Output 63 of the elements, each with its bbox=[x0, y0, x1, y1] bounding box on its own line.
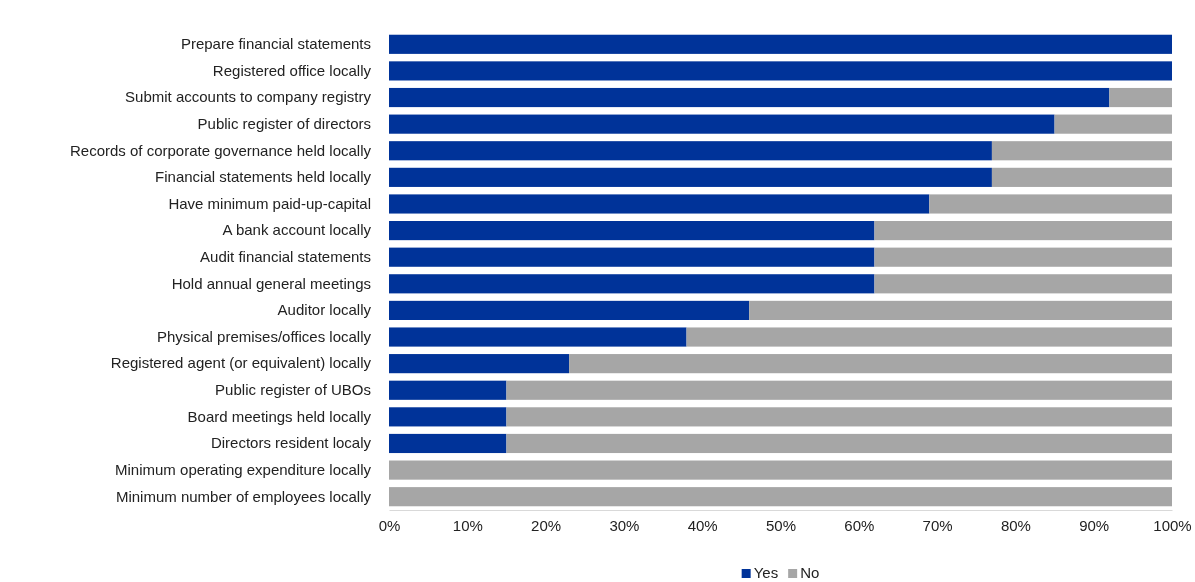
x-tick-label: 10% bbox=[452, 516, 483, 534]
y-tick-label: A bank account locally bbox=[222, 221, 372, 239]
bar bbox=[686, 327, 1172, 347]
y-tick-label: Public register of UBOs bbox=[215, 381, 371, 399]
y-tick-label: Have minimum paid-up-capital bbox=[168, 194, 371, 212]
bar bbox=[389, 114, 1055, 134]
bar bbox=[569, 354, 1172, 374]
bar bbox=[389, 300, 750, 320]
bar bbox=[1054, 114, 1172, 134]
y-tick-label: Directors resident localy bbox=[210, 434, 372, 452]
bar bbox=[389, 274, 875, 294]
y-tick-label: Hold annual general meetings bbox=[171, 274, 371, 292]
bar bbox=[389, 407, 507, 427]
x-tick-label: 20% bbox=[531, 516, 562, 534]
bar bbox=[389, 167, 992, 187]
x-tick-label: 80% bbox=[1000, 516, 1031, 534]
x-tick-label: 90% bbox=[1079, 516, 1110, 534]
y-tick-label: Submit accounts to company registry bbox=[125, 88, 372, 106]
bar bbox=[991, 141, 1172, 161]
bar bbox=[506, 407, 1172, 427]
y-tick-label: Registered office locally bbox=[212, 61, 372, 79]
y-tick-label: Physical premises/offices locally bbox=[157, 327, 372, 345]
x-tick-label: 70% bbox=[922, 516, 953, 534]
bar bbox=[389, 61, 1172, 81]
bar bbox=[389, 194, 930, 214]
legend-label: No bbox=[800, 564, 820, 581]
bar bbox=[874, 274, 1172, 294]
x-tick-label: 30% bbox=[609, 516, 640, 534]
bar bbox=[991, 167, 1172, 187]
y-tick-label: Financial statements held locally bbox=[155, 168, 372, 186]
y-tick-label: Prepare financial statements bbox=[180, 35, 371, 53]
bar bbox=[389, 433, 507, 454]
bar bbox=[1109, 87, 1172, 108]
bar bbox=[389, 487, 1172, 507]
bar bbox=[389, 327, 687, 347]
bar bbox=[389, 460, 1172, 480]
bar bbox=[389, 247, 875, 267]
y-tick-label: Minimum number of employees locally bbox=[115, 487, 372, 505]
x-tick-label: 60% bbox=[844, 516, 875, 534]
x-tick-label: 100% bbox=[1153, 516, 1192, 534]
bar bbox=[874, 247, 1172, 267]
bar bbox=[389, 354, 570, 374]
x-tick-label: 40% bbox=[687, 516, 718, 534]
bar bbox=[749, 300, 1172, 320]
y-tick-label: Board meetings held locally bbox=[187, 407, 372, 425]
bar bbox=[874, 221, 1172, 241]
bar bbox=[506, 380, 1172, 400]
y-tick-label: Auditor locally bbox=[277, 301, 372, 319]
x-tick-label: 0% bbox=[378, 516, 401, 534]
y-tick-label: Minimum operating expenditure locally bbox=[115, 460, 372, 478]
y-tick-label: Records of corporate governance held locally bbox=[69, 141, 372, 159]
bar bbox=[389, 380, 507, 400]
bar bbox=[389, 141, 992, 161]
bar bbox=[389, 221, 875, 241]
y-tick-label: Public register of directors bbox=[197, 114, 371, 132]
bar bbox=[389, 34, 1172, 54]
bar bbox=[506, 433, 1172, 454]
bar bbox=[929, 194, 1172, 214]
y-tick-label: Registered agent (or equivalent) locally bbox=[110, 354, 372, 372]
x-tick-label: 50% bbox=[765, 516, 797, 534]
legend-label: Yes bbox=[753, 564, 779, 581]
bar bbox=[389, 87, 1110, 108]
y-tick-label: Audit financial statements bbox=[200, 247, 371, 265]
